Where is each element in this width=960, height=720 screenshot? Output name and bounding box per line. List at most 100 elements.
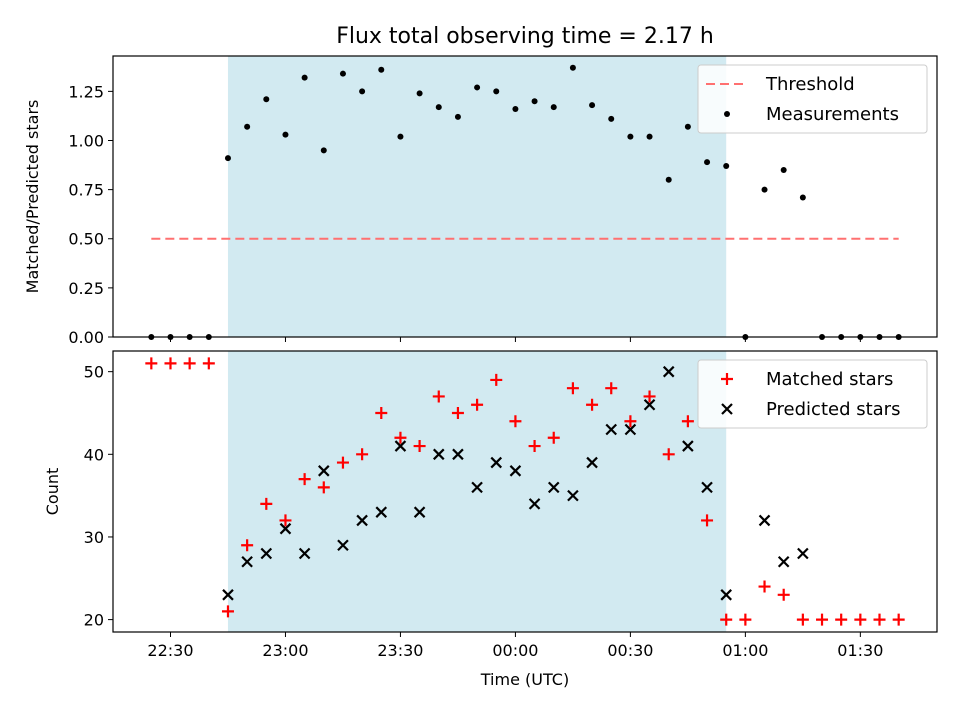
predicted-star-marker	[337, 539, 349, 551]
y-tick-label: 40	[84, 445, 104, 464]
measurement-point	[263, 96, 270, 103]
matched-star-marker	[471, 398, 484, 411]
predicted-star-marker	[682, 440, 694, 452]
top-panel: 0.00 0.25 0.50 0.75 1.00 1.25 Matched/Predicte…	[23, 55, 938, 347]
y-axis-label: Count	[43, 468, 62, 516]
matched-star-marker	[145, 357, 158, 370]
predicted-star-marker	[490, 456, 503, 469]
matched-star-marker	[566, 382, 579, 395]
matched-star-marker	[279, 514, 292, 527]
predicted-star-marker	[298, 547, 311, 560]
measurement-point	[339, 70, 346, 77]
legend-matched-swatch	[721, 373, 733, 385]
measurement-point	[282, 131, 289, 138]
matched-star-marker	[336, 456, 349, 469]
matched-star-marker	[662, 448, 675, 461]
predicted-star-marker	[356, 514, 368, 527]
legend-label: Measurements	[766, 104, 899, 125]
y-axis-label: Matched/Predicted stars	[23, 100, 42, 294]
predicted-star-marker	[279, 522, 292, 535]
matched-star-marker	[816, 613, 829, 626]
matched-star-marker	[777, 588, 790, 601]
matched-star-marker	[509, 415, 522, 428]
measurement-point	[589, 102, 596, 109]
predicted-star-marker	[528, 498, 541, 510]
predicted-star-marker	[586, 456, 598, 469]
predicted-star-marker	[777, 555, 790, 568]
predicted-star-marker	[260, 547, 273, 560]
matched-star-marker	[796, 613, 809, 626]
matched-star-marker	[432, 390, 445, 403]
measurement-point	[301, 74, 308, 81]
measurement-point	[665, 176, 672, 183]
legend-box	[697, 64, 928, 134]
predicted-star-marker	[413, 506, 426, 518]
measurement-point	[359, 88, 366, 95]
predicted-star-marker	[375, 506, 388, 518]
predicted-star-marker	[662, 365, 675, 378]
x-tick-label: 22:30	[147, 641, 193, 660]
top-axes-frame	[112, 55, 938, 338]
matched-star-marker	[681, 415, 694, 428]
predicted-star-marker	[701, 481, 713, 494]
matched-star-marker	[394, 431, 407, 444]
measurement-point	[224, 155, 231, 162]
observing-span-shade	[227, 351, 727, 632]
measurement-point	[320, 147, 327, 154]
measurement-point	[512, 106, 519, 113]
predicted-star-marker	[547, 481, 560, 494]
predicted-star-marker	[643, 398, 656, 411]
matched-star-marker	[164, 357, 177, 370]
legend-box	[697, 359, 928, 429]
bottom-panel: 20 30 40 50 22:30 23:00 23:30 00:00 00:30 01:00 01…	[43, 350, 938, 689]
measurement-point	[474, 84, 481, 91]
measurement-point	[550, 104, 557, 111]
matched-star-marker	[413, 440, 426, 453]
matched-star-marker	[241, 539, 254, 552]
measurement-point	[761, 186, 768, 193]
predicted-star-marker	[241, 555, 253, 568]
matched-star-marker	[624, 415, 637, 428]
x-tick-label: 23:30	[377, 641, 423, 660]
predicted-star-marker	[432, 448, 445, 461]
matched-star-marker	[892, 613, 905, 626]
matched-star-marker	[356, 448, 369, 461]
measurement-point	[435, 104, 442, 111]
x-tick-label: 00:30	[607, 641, 653, 660]
x-tick-label: 00:00	[492, 641, 538, 660]
matched-star-marker	[720, 613, 733, 626]
predicted-star-marker	[471, 481, 483, 494]
matched-star-marker	[739, 613, 752, 626]
predicted-star-marker	[567, 489, 579, 502]
matched-star-marker	[375, 406, 388, 419]
matched-star-marker	[528, 440, 541, 453]
matched-star-marker	[701, 514, 714, 527]
measurement-point	[704, 159, 711, 166]
legend-label: Matched stars	[766, 369, 893, 390]
predicted-star-marker	[452, 448, 464, 461]
x-tick-label: 01:00	[722, 641, 768, 660]
matched-star-marker	[490, 373, 503, 386]
matched-star-marker	[183, 357, 196, 370]
matched-star-marker	[605, 382, 618, 395]
chart-title: Flux total observing time = 2.17 h	[336, 24, 714, 49]
legend-label: Threshold	[765, 74, 855, 95]
y-tick-label: 0.00	[68, 328, 104, 347]
measurement-point	[627, 133, 634, 140]
predicted-star-marker	[509, 465, 522, 477]
x-tick-label: 23:00	[262, 641, 308, 660]
matched-star-marker	[586, 398, 599, 411]
observing-span-shade	[227, 56, 727, 337]
predicted-star-marker	[797, 547, 809, 560]
legend-measurement-swatch	[724, 111, 730, 117]
legend-label: Predicted stars	[766, 399, 900, 420]
predicted-star-marker	[394, 440, 407, 452]
x-axis-label: Time (UTC)	[480, 670, 569, 689]
measurement-point	[780, 166, 787, 173]
y-tick-label: 0.25	[68, 279, 104, 298]
y-tick-label: 0.50	[68, 230, 104, 249]
y-tick-label: 20	[84, 611, 104, 630]
measurement-point	[378, 66, 385, 73]
matched-star-marker	[202, 357, 215, 370]
